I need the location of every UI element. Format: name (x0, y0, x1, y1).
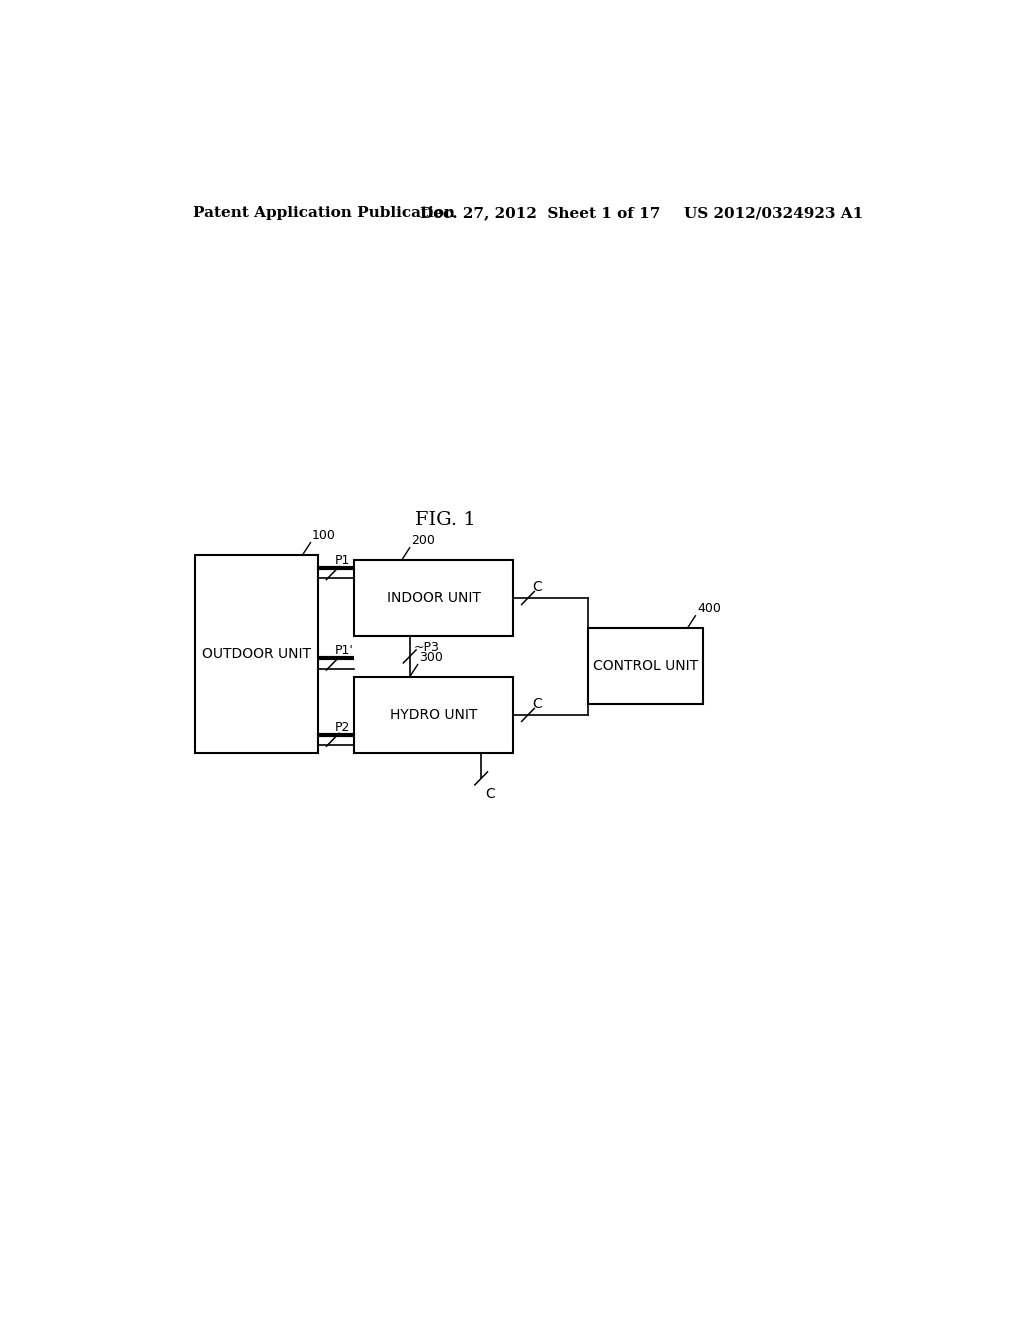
Text: 400: 400 (697, 602, 721, 615)
Text: Patent Application Publication: Patent Application Publication (194, 206, 455, 220)
Text: Dec. 27, 2012  Sheet 1 of 17: Dec. 27, 2012 Sheet 1 of 17 (420, 206, 660, 220)
Bar (354, 677, 513, 752)
Bar (196, 554, 318, 752)
Text: ~P3: ~P3 (414, 642, 439, 655)
Text: INDOOR UNIT: INDOOR UNIT (387, 591, 480, 605)
Text: C: C (531, 697, 542, 710)
Text: HYDRO UNIT: HYDRO UNIT (390, 708, 477, 722)
Text: P1: P1 (335, 554, 350, 568)
Text: C: C (531, 579, 542, 594)
Bar (354, 560, 513, 636)
Text: US 2012/0324923 A1: US 2012/0324923 A1 (684, 206, 863, 220)
Text: P1': P1' (335, 644, 354, 657)
Text: P2: P2 (335, 721, 350, 734)
Text: 300: 300 (419, 651, 443, 664)
Text: CONTROL UNIT: CONTROL UNIT (593, 659, 698, 673)
Text: 200: 200 (412, 533, 435, 546)
Bar (588, 628, 703, 704)
Text: C: C (485, 787, 495, 800)
Text: OUTDOOR UNIT: OUTDOOR UNIT (203, 647, 311, 661)
Text: FIG. 1: FIG. 1 (415, 511, 476, 529)
Text: 100: 100 (312, 528, 336, 541)
